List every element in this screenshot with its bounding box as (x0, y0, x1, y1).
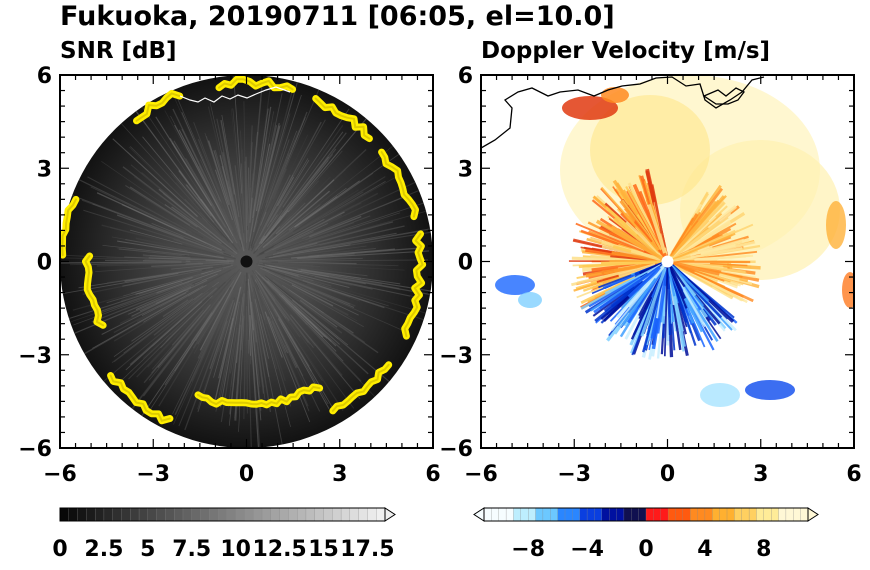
snr-coastline (179, 86, 291, 103)
snr-xtick-label: 0 (239, 462, 254, 487)
figure-title: Fukuoka, 20190711 [06:05, el=10.0] (60, 1, 615, 32)
doppler-ytick-label: −3 (439, 344, 473, 369)
snr-colorbar-tick-label: 12.5 (252, 537, 306, 562)
snr-colorbar-tick-label: 15 (308, 537, 339, 562)
snr-xtick-label: 3 (332, 462, 347, 487)
snr-strong-echo (60, 75, 427, 425)
doppler-island (702, 87, 745, 105)
snr-ytick-label: 0 (37, 251, 52, 276)
doppler-xtick-label: −3 (557, 462, 591, 487)
doppler-ticks: −6 −3 0 3 6 −6 −3 0 3 6 (439, 64, 861, 487)
snr-panel-title: SNR [dB] (60, 38, 177, 64)
doppler-xtick-label: 6 (846, 462, 861, 487)
snr-xtick-label: −6 (43, 462, 77, 487)
snr-xtick-label: −3 (136, 462, 170, 487)
snr-speckle (60, 75, 433, 448)
doppler-xtick-label: −6 (464, 462, 498, 487)
doppler-site-marker (661, 255, 674, 268)
doppler-colorbar-tick-label: 8 (756, 537, 771, 562)
doppler-colorbar-tick-label: 0 (638, 537, 653, 562)
snr-ytick-label: 3 (37, 157, 52, 182)
doppler-xtick-label: 3 (753, 462, 768, 487)
snr-colorbar-tick-label: 5 (140, 537, 155, 562)
snr-ytick-label: −6 (18, 437, 52, 462)
doppler-plot-area: −6 −3 0 3 6 −6 −3 0 3 6 (439, 64, 861, 487)
doppler-ytick-label: −6 (439, 437, 473, 462)
doppler-ytick-label: 0 (458, 251, 473, 276)
snr-colorbar-tick-label: 17.5 (340, 537, 394, 562)
snr-colorbar-tick-label: 0 (52, 537, 67, 562)
snr-ytick-label: −3 (18, 344, 52, 369)
doppler-colorbar-tick-label: −8 (511, 537, 545, 562)
snr-colorbar-tick-label: 7.5 (172, 537, 211, 562)
doppler-panel-title: Doppler Velocity [m/s] (481, 38, 770, 64)
snr-colorbar: 0 2.5 5 7.5 10 12.5 15 17.5 (52, 507, 396, 562)
snr-colorbar-tick-label: 10 (220, 537, 251, 562)
radar-site-marker (240, 255, 253, 268)
doppler-coastline (481, 76, 765, 149)
doppler-colorbar: −8 −4 0 4 8 (473, 507, 819, 562)
snr-ytick-label: 6 (37, 64, 52, 89)
doppler-ytick-label: 6 (458, 64, 473, 89)
snr-ticks: −6 −3 0 3 6 −6 −3 0 3 6 (18, 64, 440, 487)
doppler-colorbar-tick-label: 4 (697, 537, 712, 562)
snr-colorbar-tick-label: 2.5 (84, 537, 123, 562)
doppler-field (495, 75, 854, 407)
snr-xtick-label: 6 (425, 462, 440, 487)
doppler-ytick-label: 3 (458, 157, 473, 182)
snr-plot-area: −6 −3 0 3 6 −6 −3 0 3 6 (18, 64, 440, 487)
doppler-colorbar-tick-label: −4 (570, 537, 604, 562)
doppler-xtick-label: 0 (660, 462, 675, 487)
